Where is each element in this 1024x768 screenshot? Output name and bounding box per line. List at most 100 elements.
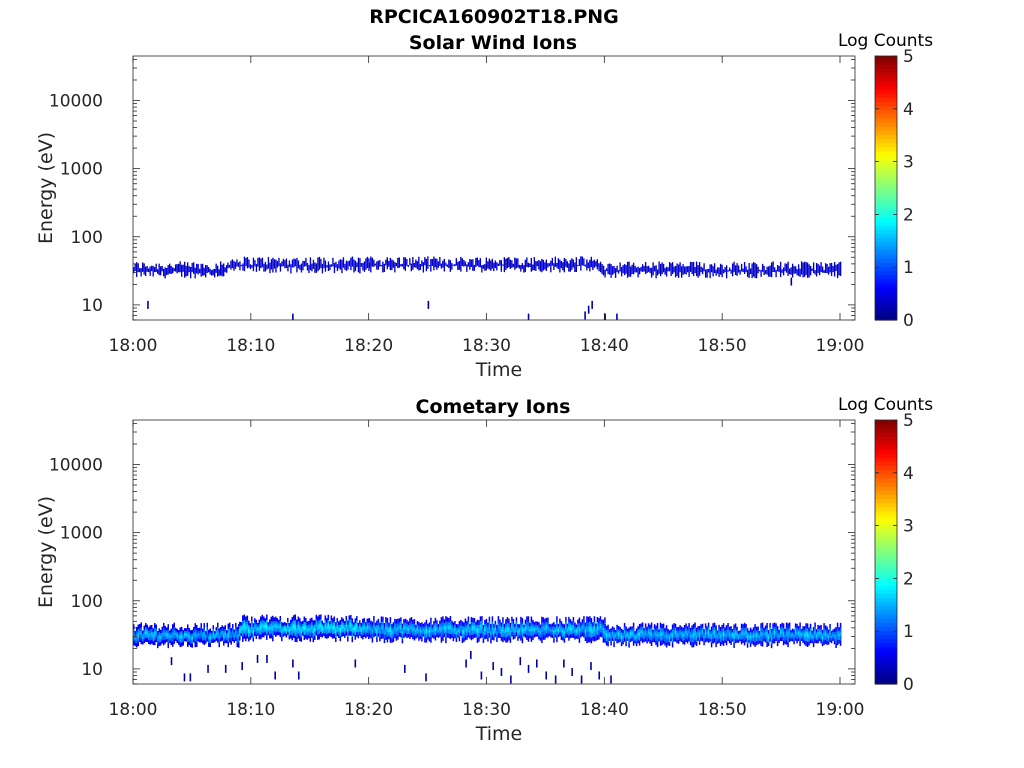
colorbar-cell	[875, 609, 897, 615]
band-cell	[243, 623, 246, 629]
band-cell	[338, 627, 340, 632]
band-cell	[764, 270, 767, 274]
x-tick-label: 18:30	[462, 336, 511, 356]
band-cell	[145, 630, 147, 634]
colorbar-cell	[875, 229, 897, 234]
band-cell	[166, 268, 168, 276]
band-cell	[806, 632, 809, 638]
colorbar-cell	[875, 613, 897, 619]
band-cell	[811, 268, 813, 271]
band-cell	[547, 263, 549, 268]
colorbar-box	[874, 419, 898, 685]
band-cell	[421, 260, 423, 267]
band-cell	[721, 264, 723, 278]
band-cell	[613, 635, 615, 639]
band-cell	[622, 635, 624, 639]
band-cell	[694, 630, 696, 636]
band-cell	[263, 263, 265, 272]
band-cell	[494, 260, 497, 268]
band-cell	[223, 263, 225, 277]
band-cell	[706, 632, 708, 636]
band-cell	[140, 268, 142, 277]
band-cell	[599, 261, 602, 273]
band-cell	[641, 630, 644, 635]
band-cell	[230, 260, 232, 270]
band-cell	[363, 261, 366, 272]
band-cell	[377, 260, 380, 270]
event-mark	[598, 671, 601, 680]
band-cell	[493, 630, 495, 634]
band-cell	[661, 262, 663, 275]
band-cell	[644, 262, 647, 275]
band-cell	[718, 267, 720, 277]
band-cell	[500, 260, 503, 272]
band-cell	[404, 257, 407, 271]
band-cell	[665, 633, 668, 639]
band-cell	[303, 260, 306, 267]
band-cell	[187, 262, 189, 276]
band-cell	[151, 632, 153, 636]
band-cell	[493, 262, 495, 272]
band-cell	[312, 628, 315, 634]
colorbar-cell	[875, 543, 897, 549]
band-cell	[568, 625, 570, 631]
colorbar-cell	[875, 270, 897, 276]
colorbar-cell	[875, 642, 897, 648]
band-cell	[704, 269, 707, 278]
band-cell	[838, 633, 840, 637]
colorbar-cell	[875, 663, 897, 669]
colorbar-label: Log Counts	[838, 395, 933, 415]
band-cell	[278, 625, 280, 629]
band-cell	[373, 624, 375, 629]
band-cell	[217, 630, 219, 635]
band-cell	[173, 268, 175, 272]
band-cell	[481, 265, 483, 273]
band-cell	[366, 625, 369, 630]
band-cell	[692, 632, 695, 638]
band-cell	[190, 267, 192, 279]
band-cell	[808, 264, 810, 278]
event-mark	[571, 668, 573, 677]
band-cell	[835, 264, 837, 271]
band-cell	[269, 262, 271, 274]
band-cell	[802, 632, 804, 636]
colorbar-cell	[875, 291, 897, 296]
band-cell	[303, 625, 306, 631]
band-cell	[626, 261, 629, 278]
band-cell	[535, 261, 537, 271]
band-cell	[184, 633, 186, 636]
band-cell	[526, 625, 528, 631]
band-cell	[276, 261, 279, 268]
band-cell	[133, 632, 135, 637]
band-cell	[613, 265, 615, 274]
band-cell	[544, 262, 546, 270]
band-cell	[716, 635, 719, 639]
band-cell	[590, 256, 593, 268]
band-cell	[380, 624, 383, 630]
band-cell	[133, 267, 135, 274]
band-cell	[689, 261, 692, 272]
band-cell	[318, 256, 321, 270]
band-cell	[193, 632, 195, 637]
colorbar-cell	[875, 494, 897, 499]
heatmap-cells	[133, 614, 842, 684]
band-cell	[545, 625, 548, 630]
band-cell	[808, 634, 810, 638]
band-cell	[556, 262, 558, 268]
band-cell	[351, 627, 354, 633]
band-cell	[314, 627, 316, 632]
band-cell	[342, 625, 345, 629]
band-cell	[412, 627, 414, 631]
band-cell	[422, 262, 425, 273]
band-cell	[158, 263, 160, 276]
band-cell	[353, 627, 355, 631]
band-cell	[470, 625, 473, 631]
band-cell	[763, 265, 765, 276]
band-cell	[812, 634, 815, 639]
band-cell	[276, 624, 279, 629]
band-cell	[200, 263, 202, 277]
band-cell	[467, 624, 470, 629]
band-cell	[208, 636, 210, 640]
band-cell	[448, 625, 450, 630]
band-cell	[427, 256, 429, 269]
